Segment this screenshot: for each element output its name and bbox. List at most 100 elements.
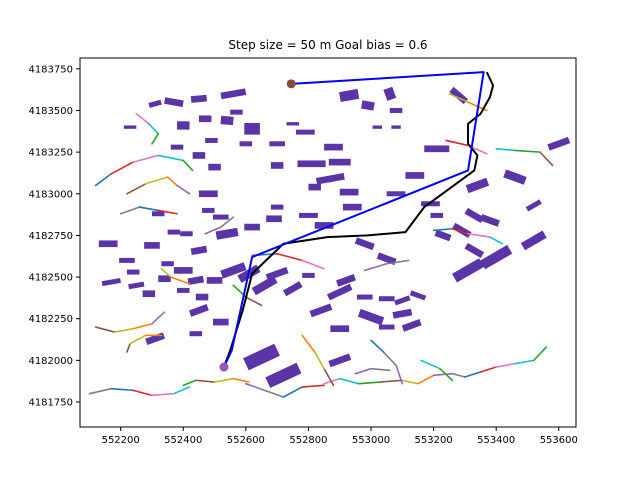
building-obstacle xyxy=(220,262,247,279)
building-obstacle xyxy=(192,152,206,159)
building-obstacle xyxy=(282,281,303,297)
building-obstacle xyxy=(378,324,395,330)
y-tick-label: 4182000 xyxy=(28,356,73,367)
tree-branch-segment xyxy=(445,139,469,147)
tree-branch-segment xyxy=(451,227,469,235)
building-obstacle xyxy=(202,207,215,213)
tree-branch-segment xyxy=(514,359,535,365)
building-obstacle xyxy=(270,162,284,169)
building-obstacle xyxy=(212,318,229,326)
tree-branch-segment xyxy=(370,339,385,353)
building-obstacle xyxy=(480,244,513,270)
building-obstacle xyxy=(220,88,247,100)
tree-branch-segment xyxy=(94,326,116,333)
tree-branch-segment xyxy=(417,374,435,385)
building-obstacle xyxy=(405,172,425,179)
building-obstacle xyxy=(265,362,302,388)
building-obstacle xyxy=(336,274,356,287)
tree-branch-segment xyxy=(148,123,160,135)
tree-branch-segment xyxy=(301,259,325,270)
start-marker xyxy=(219,362,229,372)
building-obstacle xyxy=(434,229,452,242)
building-obstacle xyxy=(101,277,121,287)
building-obstacle xyxy=(177,121,190,130)
tree-branch-segment xyxy=(245,382,266,392)
plot-area-background xyxy=(80,58,576,427)
building-obstacle xyxy=(401,319,422,332)
building-obstacle xyxy=(330,325,350,333)
building-obstacle xyxy=(464,207,485,224)
building-obstacle xyxy=(383,86,397,101)
building-obstacle xyxy=(299,212,318,218)
building-obstacle xyxy=(244,122,260,135)
tree-branch-segment xyxy=(176,184,191,195)
building-obstacle xyxy=(378,296,395,302)
building-obstacle xyxy=(376,252,397,266)
tree-branch-segment xyxy=(432,372,454,377)
building-obstacle xyxy=(206,277,223,284)
tree-branch-segment xyxy=(129,334,147,345)
building-obstacle xyxy=(391,125,401,129)
final-path xyxy=(223,71,485,368)
building-obstacle xyxy=(119,257,135,263)
tree-branch-segment xyxy=(432,227,454,232)
building-obstacle xyxy=(158,275,171,283)
building-obstacle xyxy=(251,275,278,296)
building-obstacle xyxy=(394,295,411,306)
building-obstacle xyxy=(148,99,162,108)
tree-branch-segment xyxy=(110,387,134,392)
building-obstacle xyxy=(430,212,444,218)
building-obstacle xyxy=(123,125,137,129)
tree-branch-segment xyxy=(370,367,391,372)
building-obstacle xyxy=(161,261,174,267)
building-obstacle xyxy=(386,191,406,197)
tree-branch-segment xyxy=(213,377,235,383)
building-obstacle xyxy=(354,237,375,251)
tree-branch-segment xyxy=(479,366,498,373)
tree-branch-segment xyxy=(157,154,185,162)
y-tick-label: 4183750 xyxy=(28,64,73,75)
tree-branch-segment xyxy=(363,262,388,272)
building-obstacle xyxy=(187,275,205,286)
tree-branch-segment xyxy=(420,359,441,370)
building-obstacle xyxy=(409,290,427,301)
building-obstacle xyxy=(205,137,218,143)
goal-marker xyxy=(286,79,296,89)
x-tick-label: 552200 xyxy=(102,435,140,446)
building-obstacle xyxy=(244,223,260,231)
tree-branch-segment xyxy=(151,311,166,325)
tree-branch-segment xyxy=(245,296,263,307)
building-obstacle xyxy=(451,258,485,283)
tree-branch-segment xyxy=(539,151,554,167)
tree-branch-segment xyxy=(263,389,285,398)
building-obstacle xyxy=(520,230,547,251)
building-obstacle xyxy=(170,144,184,150)
tree-branch-segment xyxy=(451,372,466,378)
building-obstacle xyxy=(220,115,234,126)
tree-branch-segment xyxy=(182,379,197,387)
building-obstacle xyxy=(339,88,360,103)
y-tick-label: 4183500 xyxy=(28,106,73,117)
tree-branch-segment xyxy=(132,389,153,397)
building-obstacle xyxy=(302,272,315,278)
building-obstacle xyxy=(286,122,300,126)
tree-branch-segment xyxy=(126,342,131,353)
building-obstacle xyxy=(328,158,351,166)
building-obstacle xyxy=(212,214,229,220)
chart-title: Step size = 50 m Goal bias = 0.6 xyxy=(228,38,427,52)
x-tick-label: 553400 xyxy=(477,435,515,446)
tree-branch-segment xyxy=(94,172,113,187)
y-tick-label: 4183000 xyxy=(28,189,73,200)
tree-branch-segment xyxy=(439,367,454,382)
building-obstacle xyxy=(177,287,190,293)
tree-branch-segment xyxy=(276,252,303,262)
tree-branch-segment xyxy=(182,159,194,172)
building-obstacle xyxy=(98,240,118,248)
y-tick-label: 4181750 xyxy=(28,398,73,409)
x-tick-label: 552800 xyxy=(289,435,327,446)
tree-branch-segment xyxy=(357,381,382,385)
building-obstacle xyxy=(180,231,193,237)
y-tick-label: 4183250 xyxy=(28,148,73,159)
tree-branch-segment xyxy=(532,346,548,362)
tree-branch-segment xyxy=(401,379,419,385)
